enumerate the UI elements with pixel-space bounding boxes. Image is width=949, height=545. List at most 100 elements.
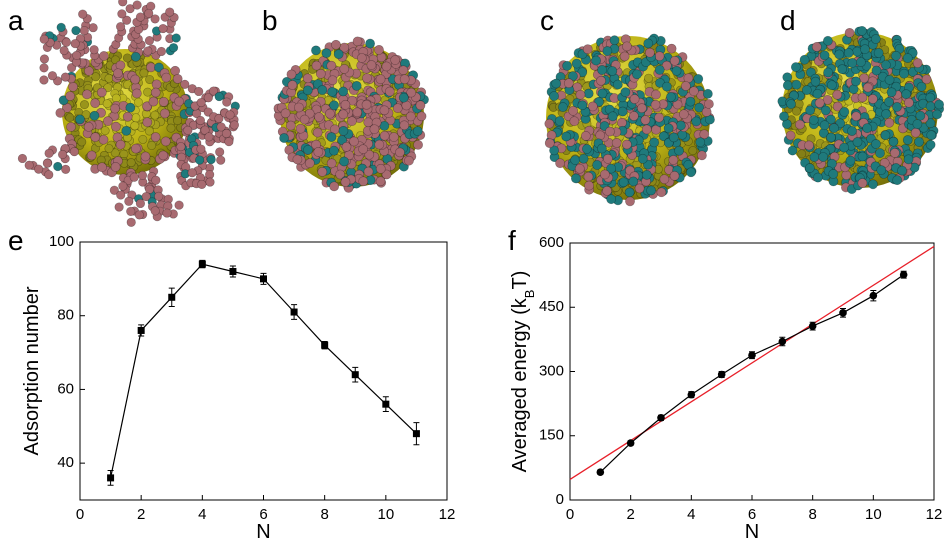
atom bbox=[180, 79, 190, 89]
x-axis-title: N bbox=[256, 521, 270, 543]
atom bbox=[208, 86, 219, 96]
molecule-images bbox=[17, 0, 945, 227]
atom bbox=[341, 141, 352, 152]
atom bbox=[666, 92, 676, 102]
atom bbox=[285, 120, 296, 131]
atom bbox=[609, 35, 620, 46]
atom bbox=[415, 100, 426, 111]
atom bbox=[375, 163, 386, 174]
atom bbox=[47, 71, 58, 81]
atom bbox=[651, 89, 661, 100]
atom bbox=[889, 148, 900, 158]
atom bbox=[795, 119, 805, 130]
panel-label: d bbox=[780, 5, 796, 36]
atom bbox=[825, 114, 836, 125]
marker bbox=[198, 260, 206, 268]
atom bbox=[392, 103, 403, 114]
marker bbox=[626, 439, 635, 447]
atom bbox=[570, 173, 581, 184]
atom bbox=[666, 43, 677, 54]
x-axis-title: N bbox=[745, 521, 759, 543]
atom bbox=[892, 102, 902, 112]
atom bbox=[649, 137, 660, 148]
atom bbox=[791, 79, 802, 90]
atom bbox=[109, 185, 119, 195]
atom bbox=[892, 175, 903, 186]
atom bbox=[628, 111, 639, 121]
x-tick-label: 4 bbox=[198, 506, 206, 523]
atom bbox=[151, 175, 161, 185]
y-axis-title: Averaged energy (kBT) bbox=[509, 271, 537, 473]
y-tick-label: 0 bbox=[556, 491, 564, 508]
atom bbox=[119, 149, 129, 159]
atom bbox=[902, 135, 913, 145]
atom bbox=[839, 142, 850, 153]
atom bbox=[851, 76, 861, 87]
atom bbox=[91, 72, 101, 82]
atom bbox=[577, 100, 588, 111]
atom bbox=[80, 100, 90, 110]
atom bbox=[321, 48, 332, 59]
atom bbox=[596, 75, 606, 86]
atom bbox=[144, 8, 154, 19]
atom bbox=[595, 130, 606, 141]
atom bbox=[66, 122, 76, 132]
atom bbox=[832, 89, 843, 100]
atom bbox=[395, 147, 405, 158]
atom bbox=[122, 53, 132, 63]
atom bbox=[787, 145, 798, 156]
atom bbox=[352, 107, 363, 118]
atom bbox=[361, 99, 372, 110]
atom bbox=[24, 160, 34, 170]
atom bbox=[873, 48, 884, 58]
atom bbox=[640, 115, 651, 125]
atom bbox=[546, 130, 557, 141]
atom bbox=[196, 144, 206, 154]
atom bbox=[121, 125, 132, 136]
atom bbox=[72, 50, 82, 60]
atom bbox=[636, 103, 647, 114]
atom bbox=[143, 46, 153, 56]
atom bbox=[144, 36, 155, 46]
panel-label: c bbox=[540, 5, 554, 36]
atom bbox=[358, 176, 369, 187]
atom bbox=[286, 69, 297, 80]
atom bbox=[549, 91, 559, 101]
atom bbox=[150, 14, 160, 24]
atom bbox=[805, 105, 816, 116]
atom bbox=[295, 123, 306, 134]
atom bbox=[329, 145, 339, 156]
atom bbox=[857, 92, 868, 103]
atom bbox=[129, 172, 139, 182]
atom bbox=[390, 55, 401, 65]
atom bbox=[886, 87, 897, 98]
atom bbox=[131, 88, 142, 99]
atom bbox=[607, 66, 618, 76]
atom bbox=[925, 101, 936, 112]
atom bbox=[144, 126, 154, 136]
atom bbox=[694, 102, 705, 113]
atom bbox=[606, 163, 617, 174]
atom bbox=[110, 103, 120, 114]
atom bbox=[39, 75, 49, 85]
atom bbox=[551, 78, 562, 89]
atom bbox=[934, 99, 945, 110]
atom bbox=[859, 73, 870, 84]
atom bbox=[857, 25, 867, 36]
atom bbox=[65, 91, 76, 101]
atom bbox=[104, 143, 114, 153]
atom bbox=[812, 88, 823, 99]
atom bbox=[852, 137, 863, 147]
atom bbox=[113, 68, 123, 79]
atom bbox=[293, 102, 304, 113]
atom bbox=[90, 98, 101, 109]
atom bbox=[346, 116, 357, 127]
atom bbox=[597, 143, 607, 154]
atom bbox=[194, 86, 204, 97]
atom bbox=[39, 34, 49, 44]
atom bbox=[102, 99, 112, 109]
panel-label: f bbox=[508, 225, 516, 256]
atom bbox=[39, 63, 49, 73]
atom bbox=[61, 164, 71, 174]
